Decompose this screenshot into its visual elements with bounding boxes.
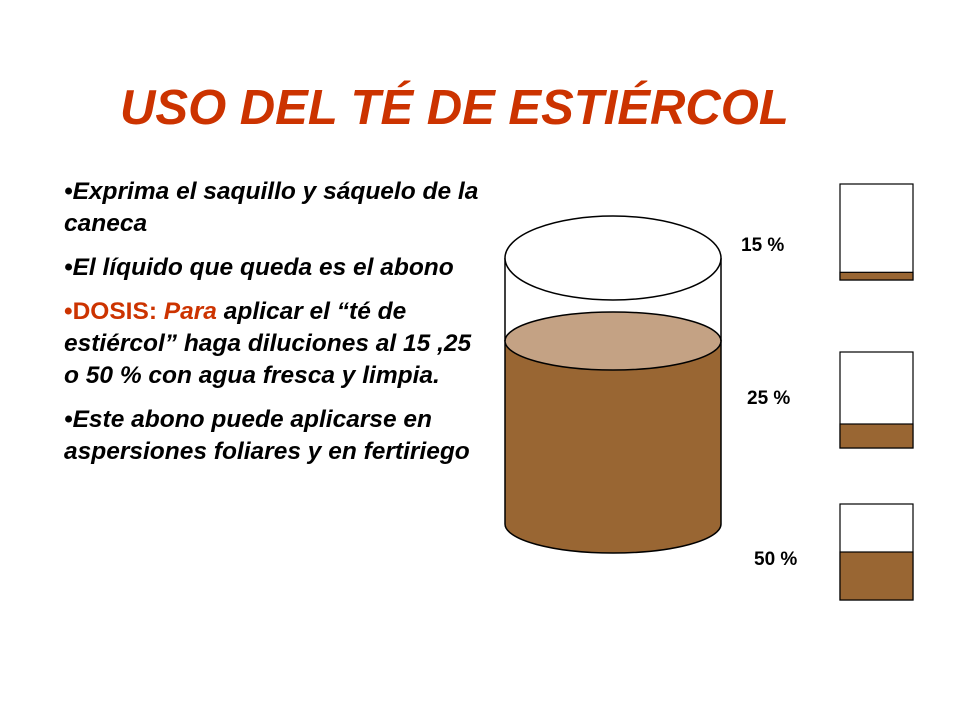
bucket-rim	[504, 215, 722, 301]
bucket-with-liquid	[504, 215, 722, 554]
dilution-liquid-15	[839, 271, 914, 281]
bullet-dosis: •DOSIS: Para aplicar el “té de estiércol…	[64, 296, 484, 392]
dosis-label: DOSIS:	[72, 298, 157, 325]
bucket-liquid-body	[504, 340, 722, 554]
bullet-remaining-liquid: •El líquido que queda es el abono	[64, 252, 484, 284]
dilution-label-50: 50 %	[754, 549, 798, 570]
bullet-text: El líquido que queda es el abono	[72, 254, 454, 281]
bullet-text: aplicar el “té de estiércol” haga diluci…	[64, 298, 472, 389]
bullet-application: •Este abono puede aplicarse en aspersion…	[64, 404, 484, 468]
dilution-label-25: 25 %	[747, 388, 791, 409]
slide-title: USO DEL TÉ DE ESTIÉRCOL	[120, 81, 789, 135]
dosis-first-word: Para	[163, 298, 217, 325]
bullet-marker: •	[64, 298, 73, 325]
bullet-text: Este abono puede aplicarse en aspersione…	[64, 406, 470, 465]
bullet-list: •Exprima el saquillo y sáquelo de la can…	[64, 176, 484, 480]
dilution-liquid-25	[839, 423, 914, 449]
dilution-container-15	[839, 183, 914, 281]
bullet-marker: •	[64, 254, 73, 281]
dilution-liquid-50	[839, 551, 914, 601]
bullet-text: Exprima el saquillo y sáquelo de la cane…	[64, 178, 479, 237]
bullet-marker: •	[64, 178, 73, 205]
dilution-label-15: 15 %	[741, 235, 785, 256]
dilution-containers	[839, 183, 914, 601]
bullet-marker: •	[64, 406, 73, 433]
bullet-squeeze-bag: •Exprima el saquillo y sáquelo de la can…	[64, 176, 484, 240]
bucket-liquid-surface	[504, 311, 722, 371]
